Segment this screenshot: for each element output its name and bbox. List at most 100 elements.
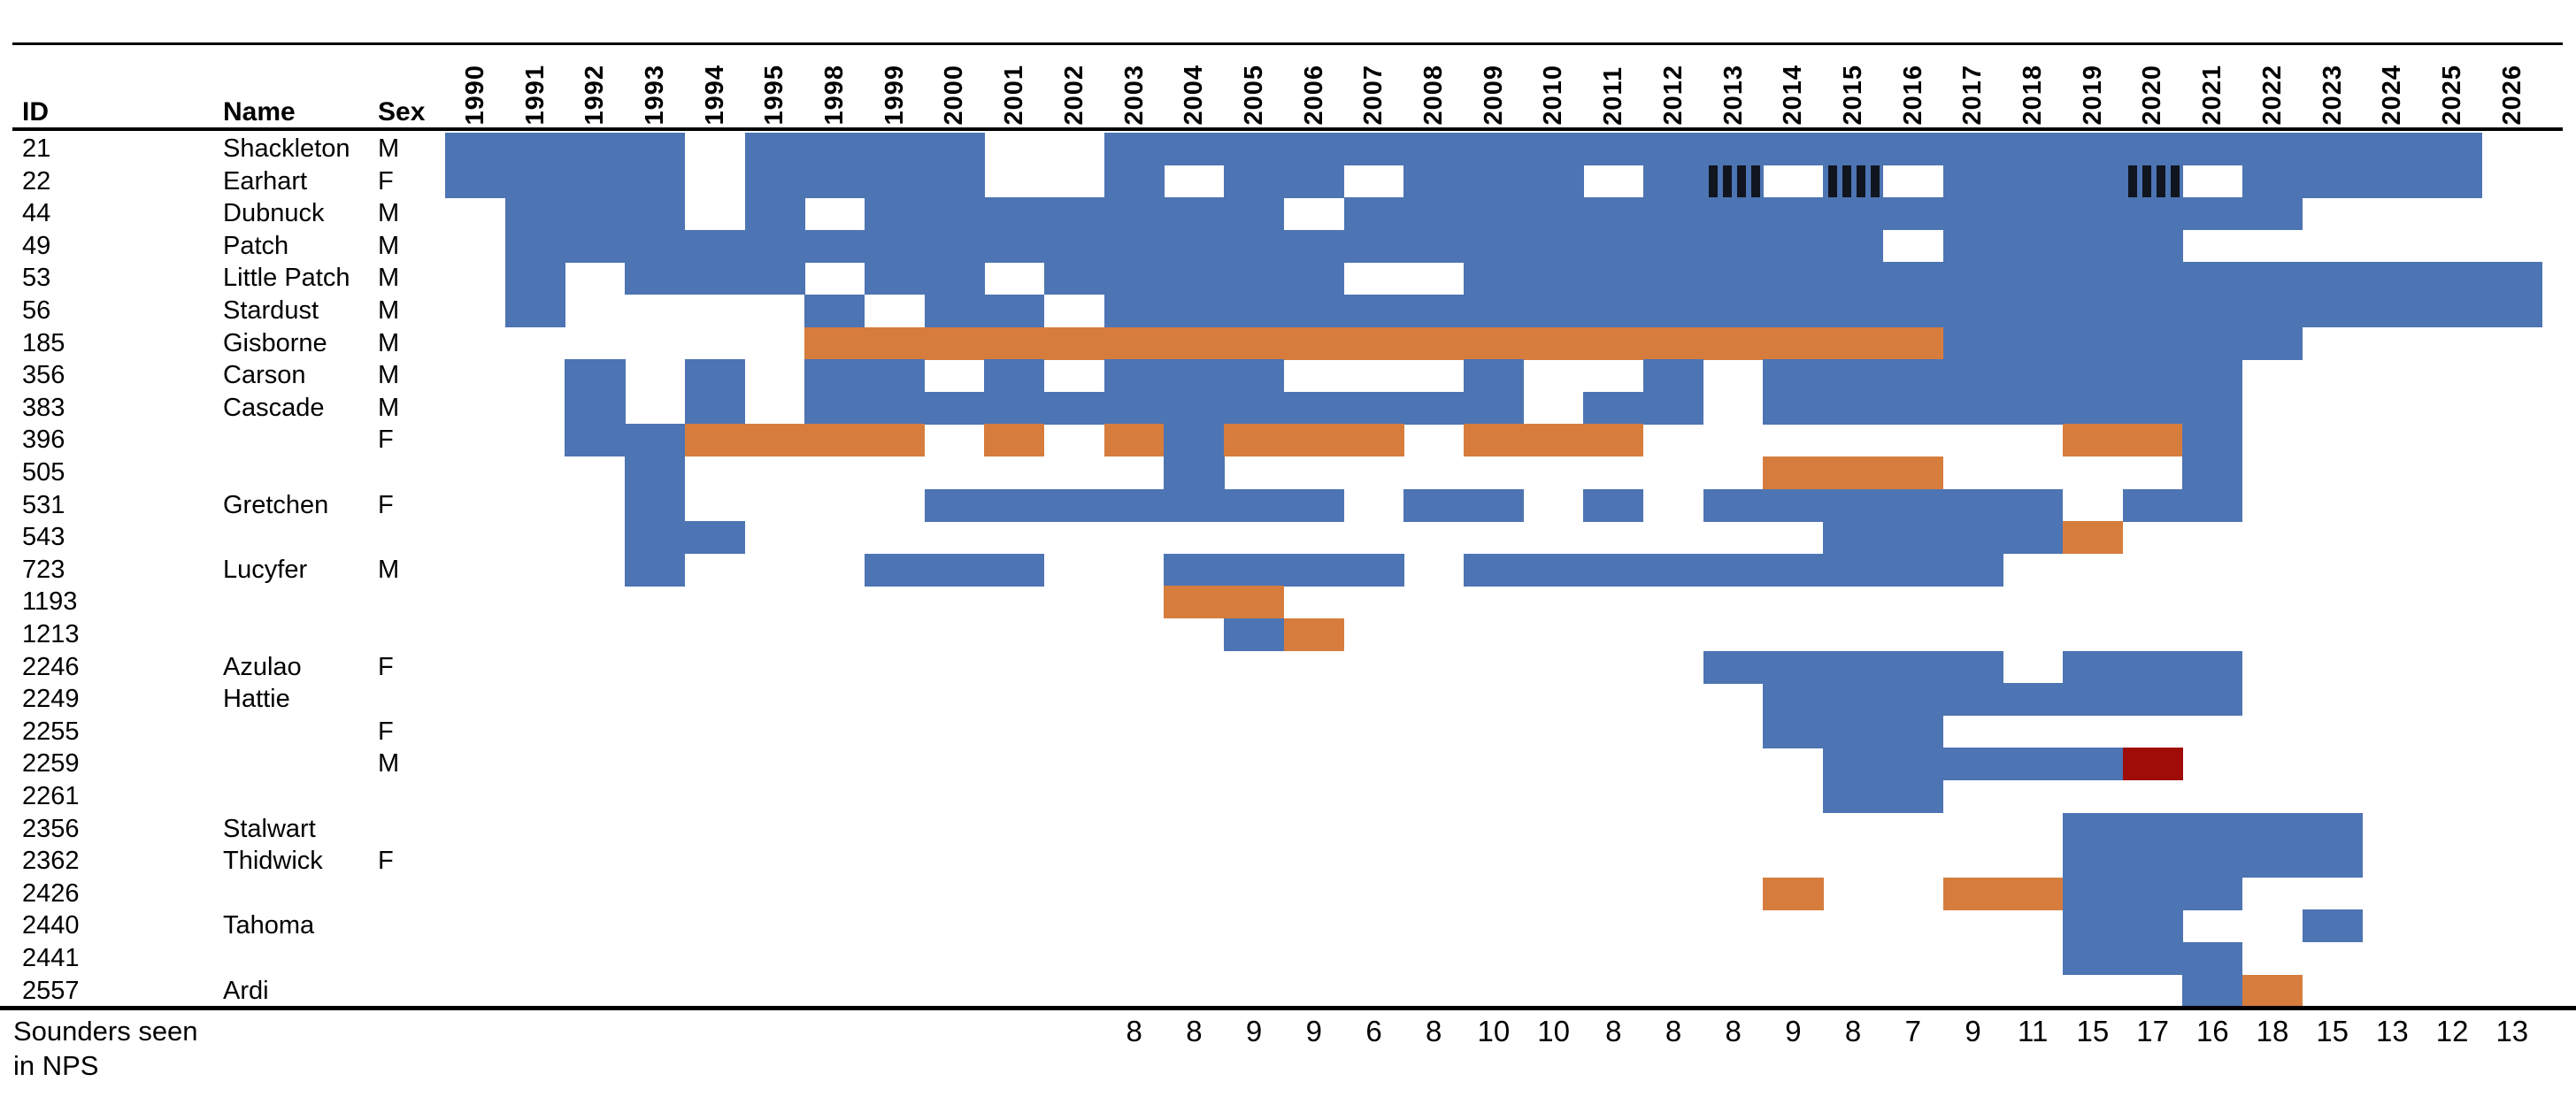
- grid-cell: [1583, 133, 1643, 165]
- grid-cell: [2242, 813, 2303, 846]
- grid-cell: [1583, 230, 1643, 263]
- grid-cell: [1643, 327, 1703, 360]
- grid-cell: [1763, 456, 1823, 489]
- grid-cell: [505, 295, 565, 327]
- grid-cell: [2123, 133, 2183, 165]
- grid-cell: [1284, 295, 1344, 327]
- grid-cell: [865, 230, 925, 263]
- grid-cell: [2123, 878, 2183, 910]
- grid-cell: [2242, 262, 2303, 295]
- grid-cell: [804, 165, 865, 198]
- grid-cell: [625, 489, 685, 522]
- grid-cell: [445, 780, 505, 813]
- grid-cell: [1883, 133, 1943, 165]
- grid-cell: [1763, 133, 1823, 165]
- grid-cell: [1703, 262, 1764, 295]
- grid-cell: [865, 165, 925, 198]
- year-label-1991: 1991: [521, 65, 550, 126]
- grid-cell: [745, 262, 805, 295]
- grid-cell: [2063, 521, 2123, 554]
- row-sex-44: M: [378, 197, 399, 230]
- grid-cell: [865, 262, 925, 295]
- row-sex-53: M: [378, 262, 399, 295]
- grid-cell: [505, 165, 565, 198]
- grid-cell: [2003, 878, 2063, 910]
- grid-cell: [2063, 165, 2123, 198]
- grid-cell: [2003, 295, 2063, 327]
- grid-cell: [1403, 327, 1464, 360]
- year-label-1995: 1995: [760, 65, 789, 126]
- grid-cell: [1823, 295, 1883, 327]
- grid-cell: [1464, 230, 1524, 263]
- grid-cell: [2123, 942, 2183, 975]
- grid-cell: [565, 230, 625, 263]
- grid-cell: [2182, 359, 2242, 392]
- count-2011: 8: [1583, 1015, 1643, 1048]
- grid-cell: [1403, 392, 1464, 425]
- grid-cell: [1104, 230, 1165, 263]
- row-name-2246: Azulao: [223, 651, 302, 684]
- grid-cell: [505, 133, 565, 165]
- grid-cell: [1284, 489, 1344, 522]
- grid-cell: [1224, 133, 1284, 165]
- row-id-543: 543: [22, 521, 65, 554]
- grid-cell: [445, 909, 505, 942]
- grid-cell: [445, 813, 505, 846]
- grid-cell: [1224, 359, 1284, 392]
- grid-cell: [1344, 554, 1404, 587]
- row-sex-2259: M: [378, 748, 399, 780]
- row-name-21: Shackleton: [223, 133, 350, 165]
- row-id-531: 531: [22, 489, 65, 522]
- grid-cell: [1583, 489, 1643, 522]
- grid-cell: [445, 359, 505, 392]
- grid-cell: [565, 197, 625, 230]
- row-id-1193: 1193: [22, 586, 77, 618]
- grid-cell: [2123, 909, 2183, 942]
- grid-cell: [1703, 197, 1764, 230]
- count-2016: 7: [1883, 1015, 1943, 1048]
- top-rule: [12, 42, 2563, 45]
- grid-cell: [1224, 424, 1284, 456]
- year-label-2002: 2002: [1060, 65, 1089, 126]
- grid-cell: [925, 327, 985, 360]
- grid-cell: [925, 262, 985, 295]
- grid-cell: [1524, 165, 1584, 198]
- year-label-1992: 1992: [581, 65, 610, 126]
- grid-cell: [1823, 716, 1883, 748]
- grid-cell: [1703, 133, 1764, 165]
- grid-cell: [984, 295, 1044, 327]
- row-id-723: 723: [22, 554, 65, 587]
- grid-cell: [2182, 878, 2242, 910]
- grid-cell: [2123, 295, 2183, 327]
- grid-cell: [745, 230, 805, 263]
- grid-cell: [2063, 942, 2123, 975]
- grid-cell: [2182, 942, 2242, 975]
- sounders-timeline-figure: ID Name Sex 1990199119921993199419951998…: [0, 0, 2576, 1097]
- grid-cell: [1104, 165, 1165, 198]
- grid-cell: [1703, 230, 1764, 263]
- grid-cell: [625, 424, 685, 456]
- grid-cell: [2242, 165, 2303, 198]
- grid-cell: [2182, 489, 2242, 522]
- grid-cell: [2063, 197, 2123, 230]
- grid-cell: [2063, 392, 2123, 425]
- row-id-21: 21: [22, 133, 50, 165]
- grid-cell: [1943, 327, 2003, 360]
- grid-cell: [1464, 295, 1524, 327]
- grid-cell: [1823, 197, 1883, 230]
- row-name-2362: Thidwick: [223, 845, 323, 878]
- count-2013: 8: [1703, 1015, 1764, 1048]
- grid-cell: [1763, 716, 1823, 748]
- row-name-2440: Tahoma: [223, 909, 314, 942]
- grid-cell: [1044, 392, 1104, 425]
- year-label-1999: 1999: [880, 65, 910, 126]
- row-sex-49: M: [378, 230, 399, 263]
- row-name-2356: Stalwart: [223, 813, 316, 846]
- grid-cell: [1284, 392, 1344, 425]
- grid-cell: [2242, 975, 2303, 1008]
- footer-label-line1: Sounders seen: [13, 1014, 198, 1048]
- grid-cell: [1883, 456, 1943, 489]
- column-header-sex: Sex: [378, 97, 425, 127]
- grid-cell: [685, 392, 745, 425]
- grid-cell: [2063, 295, 2123, 327]
